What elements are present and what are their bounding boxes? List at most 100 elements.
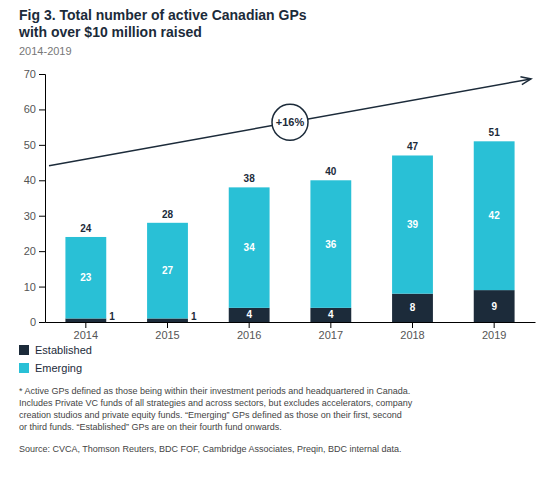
y-tick: 50 [24, 139, 45, 151]
y-tick: 30 [24, 210, 45, 222]
tick-mark [39, 287, 45, 288]
axis-line [46, 322, 536, 323]
x-tick: 2019 [482, 322, 506, 341]
tick-mark [39, 322, 45, 323]
bar [229, 308, 270, 322]
series-bars [65, 141, 514, 318]
x-tick: 2014 [74, 322, 98, 341]
title: Fig 3. Total number of active Canadian G… [19, 7, 307, 23]
bar [65, 318, 106, 322]
legend: Established Emerging [19, 344, 92, 374]
data-label: 27 [162, 265, 174, 276]
x-tick: 2016 [237, 322, 261, 341]
tick-label: 2014 [74, 329, 98, 341]
data-label: 1 [191, 311, 197, 322]
footnote: or third funds. “Established” GPs are on… [19, 422, 282, 432]
data-label: 8 [410, 302, 416, 313]
data-label: 23 [80, 272, 92, 283]
tick-label: 60 [24, 103, 36, 115]
bar [474, 141, 515, 290]
bar [65, 237, 106, 318]
y-tick: 60 [24, 103, 45, 115]
tick-mark [167, 322, 168, 328]
tick-label: 50 [24, 139, 36, 151]
y-tick: 20 [24, 245, 45, 257]
tick-mark [412, 322, 413, 328]
bar [310, 308, 351, 322]
tick-mark [330, 322, 331, 328]
trend-line [49, 79, 531, 166]
y-axis: 0 10 20 30 40 50 60 70 [24, 68, 46, 328]
data-label: 42 [489, 210, 501, 221]
bar [474, 290, 515, 322]
tick-label: 40 [24, 174, 36, 186]
legend-swatch [19, 363, 29, 373]
footnote: Includes Private VC funds of all strateg… [19, 398, 413, 408]
trend-circle [272, 104, 308, 140]
data-labels: 1 1 4 4 8 9 23 27 34 36 39 42 24 28 38 40 47 51 [80, 127, 500, 321]
legend-swatch [19, 345, 29, 355]
tick-label: 2017 [319, 329, 343, 341]
subtitle: 2014-2019 [19, 45, 72, 57]
y-tick: 70 [24, 68, 45, 80]
footnote: * Active GPs defined as those being with… [19, 386, 410, 396]
source: Source: CVCA, Thomson Reuters, BDC FOF, … [19, 444, 402, 454]
total-label: 40 [325, 166, 337, 177]
total-label: 38 [244, 173, 256, 184]
data-label: 36 [325, 239, 337, 250]
tick-mark [39, 216, 45, 217]
annotation: +16% [276, 116, 305, 128]
bar [392, 294, 433, 322]
data-label: 1 [109, 311, 115, 322]
tick-mark [249, 322, 250, 328]
bar [147, 223, 188, 319]
total-label: 28 [162, 209, 174, 220]
tick-mark [39, 109, 45, 110]
y-tick: 0 [30, 316, 45, 328]
x-axis: 2014 2015 2016 2017 2018 2019 [46, 322, 536, 341]
bar [147, 318, 188, 322]
series-bars [65, 290, 514, 322]
total-label: 24 [80, 223, 92, 234]
trend-annotation: +16% [49, 77, 531, 166]
total-label: 47 [407, 141, 419, 152]
tick-label: 2018 [400, 329, 424, 341]
trend-arrowhead [520, 77, 531, 85]
tick-label: 2016 [237, 329, 261, 341]
total-label: 51 [489, 127, 501, 138]
data-label: 9 [491, 301, 497, 312]
tick-label: 20 [24, 245, 36, 257]
title: with over $10 million raised [18, 24, 202, 40]
tick-label: 10 [24, 281, 36, 293]
tick-label: 30 [24, 210, 36, 222]
axis-line [39, 75, 46, 323]
footnote: creation studios and private equity fund… [19, 410, 402, 420]
data-label: 39 [407, 219, 419, 230]
tick-label: 2015 [155, 329, 179, 341]
tick-mark [39, 74, 45, 75]
data-label: 34 [244, 242, 256, 253]
y-tick: 40 [24, 174, 45, 186]
tick-mark [39, 180, 45, 181]
chart-container: Fig 3. Total number of active Canadian G… [0, 0, 555, 495]
x-tick: 2018 [400, 322, 424, 341]
data-label: 4 [328, 309, 334, 320]
x-tick: 2015 [155, 322, 179, 341]
tick-label: 0 [30, 316, 36, 328]
bar [310, 180, 351, 308]
tick-mark [39, 145, 45, 146]
legend-entry: Established [35, 344, 92, 356]
x-tick: 2017 [319, 322, 343, 341]
tick-mark [494, 322, 495, 328]
tick-label: 70 [24, 68, 36, 80]
legend-entry: Emerging [35, 362, 82, 374]
bar [392, 155, 433, 293]
data-label: 4 [246, 309, 252, 320]
tick-mark [39, 251, 45, 252]
bar [229, 187, 270, 307]
bars [65, 141, 514, 322]
tick-mark [85, 322, 86, 328]
tick-label: 2019 [482, 329, 506, 341]
y-tick: 10 [24, 281, 45, 293]
chart-svg: Fig 3. Total number of active Canadian G… [0, 0, 555, 495]
